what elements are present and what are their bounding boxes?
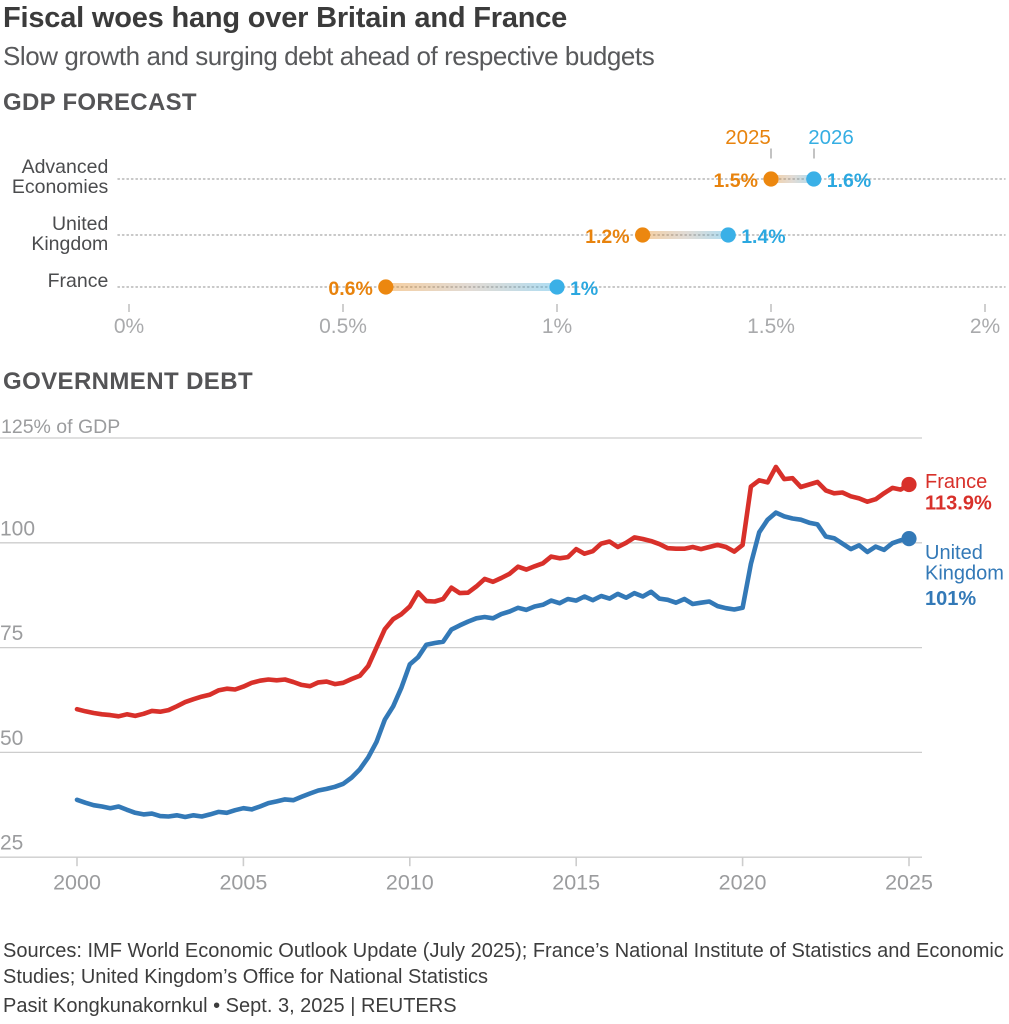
svg-text:2020: 2020 bbox=[719, 871, 767, 895]
svg-text:2026: 2026 bbox=[808, 126, 854, 149]
svg-text:2000: 2000 bbox=[53, 871, 101, 895]
svg-text:2%: 2% bbox=[970, 315, 1000, 338]
svg-text:France: France bbox=[925, 471, 987, 493]
svg-text:1.4%: 1.4% bbox=[741, 226, 785, 248]
svg-text:0%: 0% bbox=[114, 315, 144, 338]
svg-text:2015: 2015 bbox=[552, 871, 600, 895]
svg-text:1.2%: 1.2% bbox=[585, 226, 629, 248]
svg-text:113.9%: 113.9% bbox=[925, 493, 992, 515]
svg-text:1%: 1% bbox=[542, 315, 572, 338]
svg-text:1.5%: 1.5% bbox=[714, 170, 758, 192]
svg-text:1.5%: 1.5% bbox=[747, 315, 795, 338]
svg-text:2010: 2010 bbox=[386, 871, 434, 895]
svg-text:101%: 101% bbox=[925, 588, 976, 610]
svg-text:2025: 2025 bbox=[885, 871, 933, 895]
svg-text:25: 25 bbox=[0, 832, 23, 855]
svg-text:0.6%: 0.6% bbox=[328, 278, 372, 300]
svg-text:75: 75 bbox=[0, 622, 23, 645]
svg-text:0.5%: 0.5% bbox=[319, 315, 367, 338]
svg-text:2005: 2005 bbox=[219, 871, 267, 895]
svg-text:1%: 1% bbox=[570, 278, 598, 300]
svg-text:1.6%: 1.6% bbox=[827, 170, 871, 192]
svg-text:United: United bbox=[925, 542, 983, 564]
svg-text:50: 50 bbox=[0, 727, 23, 750]
svg-text:Kingdom: Kingdom bbox=[925, 563, 1004, 585]
svg-text:100: 100 bbox=[0, 517, 35, 540]
svg-text:2025: 2025 bbox=[725, 126, 771, 149]
